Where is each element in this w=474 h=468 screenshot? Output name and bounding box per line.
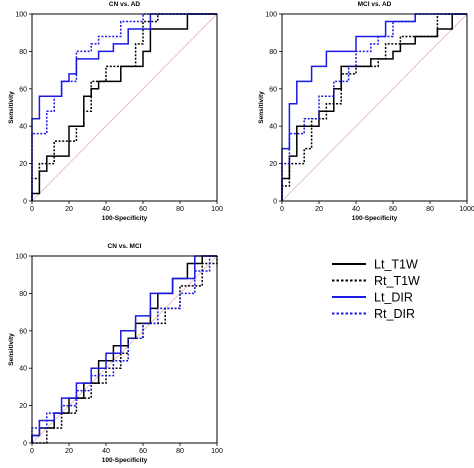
x-tick-label: 60 — [389, 206, 397, 213]
legend-label: Rt_DIR — [374, 307, 415, 321]
legend-label: Lt_T1W — [374, 258, 418, 272]
y-tick-label: 80 — [269, 49, 277, 56]
plot-frame — [31, 255, 218, 444]
x-tick-label: 100 — [211, 206, 223, 213]
roc-curve-rt-dir — [31, 13, 217, 201]
x-tick-label: 0 — [30, 206, 34, 213]
plot-frame — [31, 13, 218, 202]
roc-curve-lt-dir — [31, 255, 217, 443]
roc-curve-rt-dir — [281, 13, 467, 201]
x-tick-label: 60 — [139, 206, 147, 213]
legend-label: Rt_T1W — [374, 274, 420, 288]
x-tick-label: 20 — [65, 448, 73, 455]
y-tick-label: 0 — [273, 199, 277, 206]
roc-curve-rt-dir — [31, 255, 217, 443]
x-tick-label: 0 — [30, 448, 34, 455]
x-tick-label: 20 — [65, 206, 73, 213]
y-axis-label: Sensitivity — [8, 91, 15, 124]
y-tick-label: 20 — [19, 403, 27, 410]
x-tick-label: 20 — [315, 206, 323, 213]
plot-title: CN vs. AD — [109, 1, 140, 8]
x-tick-label: 80 — [176, 206, 184, 213]
y-tick-label: 0 — [23, 199, 27, 206]
diagonal-reference-line — [281, 13, 468, 202]
y-tick-label: 0 — [23, 441, 27, 448]
roc-curve-lt-t1w — [31, 13, 217, 201]
x-tick-label: 0 — [280, 206, 284, 213]
x-tick-label: 40 — [352, 206, 360, 213]
legend-label: Lt_DIR — [374, 291, 413, 305]
x-tick-label: 1000 — [459, 206, 474, 213]
roc-panel-3: 0 20 40 60 80 100 0 20 40 60 80 100 CN vs. MCI 100-Sp… — [8, 243, 223, 464]
x-tick-label: 80 — [426, 206, 434, 213]
y-tick-label: 80 — [19, 49, 27, 56]
roc-curve-lt-dir — [31, 13, 217, 201]
x-tick-label: 40 — [102, 448, 110, 455]
plot-title: MCI vs. AD — [358, 1, 392, 8]
roc-panel-1: 0 20 40 60 80 100 0 20 40 60 80 100 CN vs. AD 100-Spe… — [8, 1, 223, 222]
y-tick-label: 40 — [19, 366, 27, 373]
roc-curve-rt-t1w — [281, 13, 467, 201]
y-tick-label: 100 — [265, 12, 277, 19]
x-tick-label: 40 — [102, 206, 110, 213]
y-tick-label: 80 — [19, 291, 27, 298]
roc-curve-rt-t1w — [31, 13, 217, 201]
diagonal-reference-line — [31, 255, 218, 444]
y-tick-label: 60 — [19, 86, 27, 93]
y-axis-label: Sensitivity — [8, 333, 15, 366]
y-tick-label: 40 — [19, 124, 27, 131]
roc-panel-2: 0 20 40 60 80 1000 0 20 40 60 80 100 MCI vs. AD 100-S… — [258, 1, 474, 222]
diagonal-reference-line — [31, 13, 218, 202]
y-tick-label: 20 — [19, 161, 27, 168]
plot-frame — [281, 13, 468, 202]
y-tick-label: 60 — [269, 86, 277, 93]
y-tick-label: 100 — [15, 254, 27, 261]
x-tick-label: 80 — [176, 448, 184, 455]
y-tick-label: 100 — [15, 12, 27, 19]
y-axis-label: Sensitivity — [258, 91, 265, 124]
x-tick-label: 100 — [211, 448, 223, 455]
y-tick-label: 40 — [269, 124, 277, 131]
y-tick-label: 20 — [269, 161, 277, 168]
x-axis-label: 100-Specificity — [102, 215, 148, 222]
plot-title: CN vs. MCI — [108, 243, 142, 250]
x-axis-label: 100-Specificity — [102, 457, 148, 464]
x-axis-label: 100-Specificity — [352, 215, 398, 222]
legend: Lt_T1W Rt_T1W Lt_DIR Rt_DIR — [332, 258, 420, 321]
x-tick-label: 60 — [139, 448, 147, 455]
y-tick-label: 60 — [19, 328, 27, 335]
